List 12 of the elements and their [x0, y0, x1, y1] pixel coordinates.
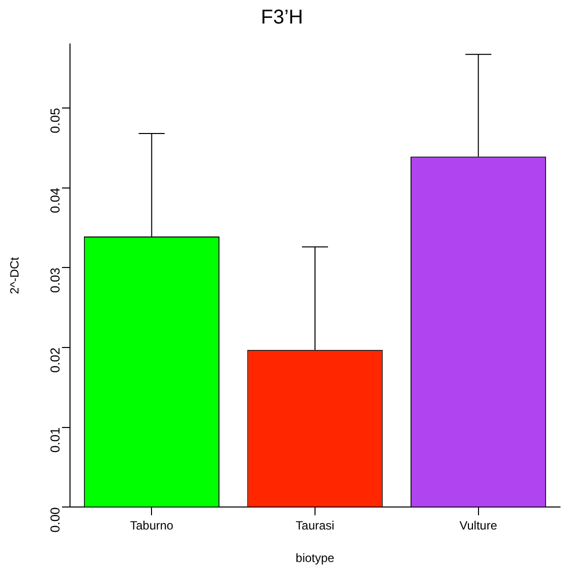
y-tick-label: 0.04	[48, 188, 63, 214]
y-tick-label: 0.01	[48, 427, 63, 453]
x-axis-title: biotype	[296, 551, 335, 566]
y-tick-label: 0.05	[48, 108, 63, 134]
x-tick-label: Taburno	[130, 518, 174, 533]
y-axis-title: 2^-DCt	[8, 256, 22, 294]
y-tick-label: 0.00	[48, 507, 63, 533]
x-tick-label: Vulture	[460, 518, 498, 533]
y-tick-label: 0.02	[48, 347, 63, 373]
x-tick-label: Taurasi	[296, 518, 334, 533]
y-tick-label: 0.03	[48, 268, 63, 293]
chart-title: F3’H	[260, 6, 304, 29]
